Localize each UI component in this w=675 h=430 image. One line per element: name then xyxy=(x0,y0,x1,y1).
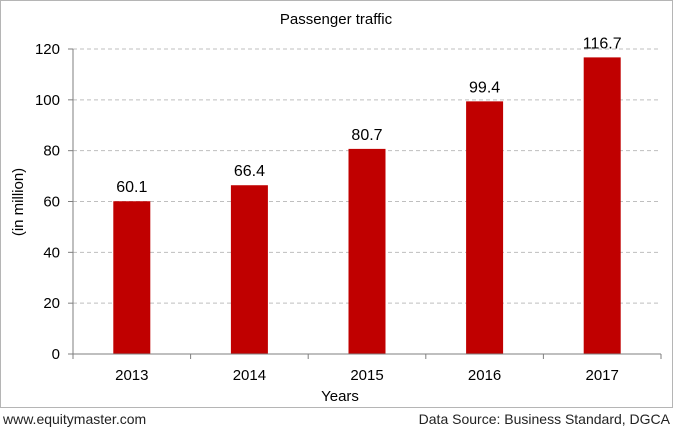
data-label: 60.1 xyxy=(116,179,147,196)
axes xyxy=(68,48,662,359)
bars xyxy=(113,57,621,354)
x-axis-label: Years xyxy=(321,388,359,405)
data-label: 80.7 xyxy=(351,127,382,144)
x-tick-labels: 2013 2014 2015 2016 2017 xyxy=(115,367,619,384)
y-tick-labels: 0 20 40 60 80 100 120 xyxy=(35,41,60,363)
data-label: 66.4 xyxy=(234,163,265,180)
bar-2014 xyxy=(230,185,268,354)
x-tick-label: 2017 xyxy=(586,367,619,384)
y-tick-label: 120 xyxy=(35,41,60,58)
y-tick-label: 20 xyxy=(43,295,60,312)
bar-chart: Passenger traffic (in million) Years 0 20… xyxy=(10,11,662,405)
chart-frame: Passenger traffic (in million) Years 0 20… xyxy=(0,0,673,408)
y-tick-label: 80 xyxy=(43,143,60,160)
x-tick-label: 2014 xyxy=(233,367,266,384)
x-tick-label: 2013 xyxy=(115,367,148,384)
bar-2015 xyxy=(348,148,386,354)
x-tick-label: 2015 xyxy=(350,367,383,384)
bar-2013 xyxy=(113,201,151,354)
y-tick-label: 60 xyxy=(43,194,60,211)
bar-2016 xyxy=(466,101,504,354)
chart-title: Passenger traffic xyxy=(280,11,393,28)
y-axis-label: (in million) xyxy=(10,168,27,236)
x-tick-label: 2016 xyxy=(468,367,501,384)
y-tick-label: 100 xyxy=(35,92,60,109)
footer-data-source: Data Source: Business Standard, DGCA xyxy=(418,411,670,427)
data-label: 116.7 xyxy=(583,35,622,52)
bar-2017 xyxy=(583,57,621,354)
y-tick-label: 40 xyxy=(43,244,60,261)
footer-website: www.equitymaster.com xyxy=(3,411,147,427)
y-tick-label: 0 xyxy=(52,346,60,363)
data-labels: 60.1 66.4 80.7 99.4 116.7 xyxy=(116,35,621,196)
data-label: 99.4 xyxy=(469,79,500,96)
